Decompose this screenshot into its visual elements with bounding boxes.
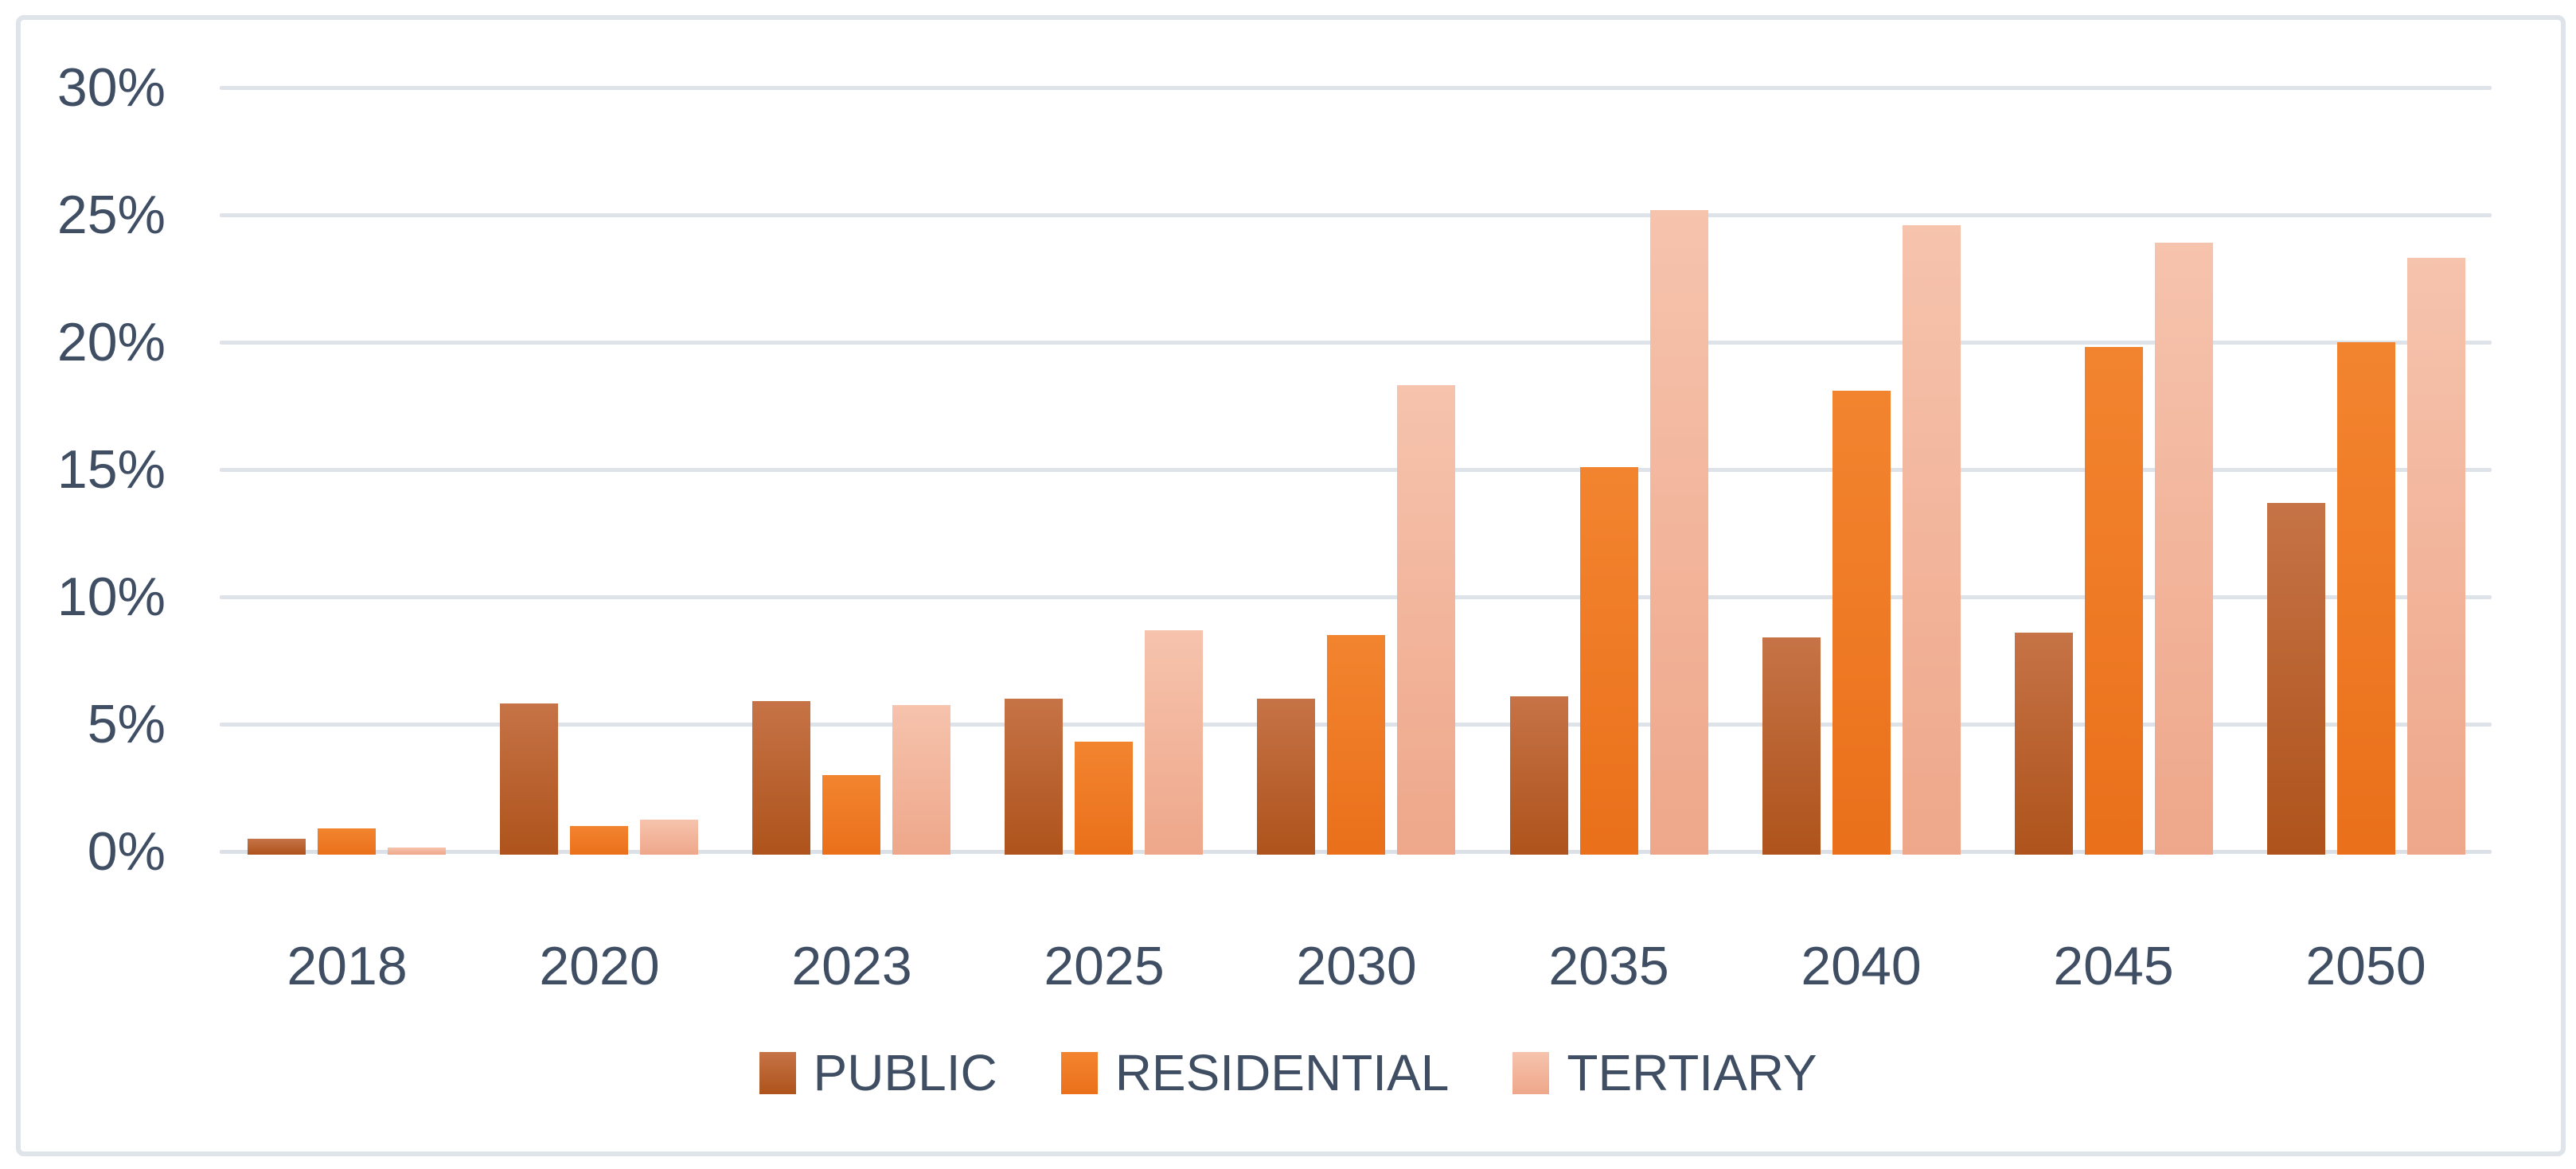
y-axis-label-10%: 10% xyxy=(57,567,166,627)
bar-tertiary-2023 xyxy=(892,705,950,855)
bar-residential-2018 xyxy=(318,828,376,855)
gridline-10% xyxy=(220,595,2492,599)
bar-public-2035 xyxy=(1510,696,1568,855)
bar-public-2045 xyxy=(2015,633,2073,855)
gridline-30% xyxy=(220,86,2492,90)
bar-public-2023 xyxy=(752,701,810,855)
x-axis-label-2040: 2040 xyxy=(1801,936,1922,996)
legend-label-tertiary: TERTIARY xyxy=(1567,1044,1817,1101)
x-axis-label-2045: 2045 xyxy=(2053,936,2174,996)
x-axis-label-2035: 2035 xyxy=(1548,936,1669,996)
bar-tertiary-2025 xyxy=(1145,630,1203,855)
y-axis-label-20%: 20% xyxy=(57,312,166,372)
legend-label-public: PUBLIC xyxy=(813,1044,997,1101)
bar-public-2050 xyxy=(2267,503,2325,855)
bar-tertiary-2040 xyxy=(1903,225,1961,855)
bar-tertiary-2045 xyxy=(2155,243,2213,855)
bar-residential-2025 xyxy=(1075,742,1133,855)
bar-residential-2023 xyxy=(822,775,880,855)
y-axis-label-30%: 30% xyxy=(57,57,166,118)
legend-swatch-residential xyxy=(1060,1051,1098,1094)
legend-label-residential: RESIDENTIAL xyxy=(1114,1044,1450,1101)
bar-public-2040 xyxy=(1762,637,1821,855)
gridline-20% xyxy=(220,341,2492,345)
legend-item-public: PUBLIC xyxy=(759,1047,997,1098)
x-axis-label-2030: 2030 xyxy=(1296,936,1417,996)
gridline-15% xyxy=(220,468,2492,472)
bar-residential-2050 xyxy=(2337,342,2395,855)
bar-tertiary-2020 xyxy=(640,820,698,855)
y-axis-label-15%: 15% xyxy=(57,439,166,500)
legend-swatch-tertiary xyxy=(1512,1051,1550,1094)
bar-residential-2030 xyxy=(1327,635,1385,855)
bar-public-2018 xyxy=(248,839,306,855)
legend-swatch-public xyxy=(759,1051,796,1094)
bar-residential-2045 xyxy=(2085,347,2143,855)
y-axis-label-5%: 5% xyxy=(87,694,166,754)
x-axis-label-2023: 2023 xyxy=(791,936,912,996)
legend-item-tertiary: TERTIARY xyxy=(1512,1047,1817,1098)
legend-item-residential: RESIDENTIAL xyxy=(1060,1044,1450,1101)
gridline-25% xyxy=(220,213,2492,217)
legend: PUBLIC RESIDENTIAL TERTIARY xyxy=(0,1047,2576,1098)
bar-tertiary-2050 xyxy=(2407,258,2465,855)
bar-public-2025 xyxy=(1005,699,1063,855)
bar-residential-2020 xyxy=(570,826,628,855)
x-axis-label-2018: 2018 xyxy=(287,936,408,996)
bar-tertiary-2030 xyxy=(1397,385,1455,855)
y-axis-label-25%: 25% xyxy=(57,185,166,245)
bar-tertiary-2018 xyxy=(388,848,446,855)
bar-residential-2040 xyxy=(1832,391,1891,855)
x-axis-label-2020: 2020 xyxy=(539,936,660,996)
bar-public-2030 xyxy=(1257,699,1315,855)
y-axis-label-0%: 0% xyxy=(87,821,166,882)
x-axis-label-2025: 2025 xyxy=(1044,936,1165,996)
x-axis-label-2050: 2050 xyxy=(2305,936,2426,996)
bar-tertiary-2035 xyxy=(1650,210,1708,855)
bar-public-2020 xyxy=(500,703,558,855)
bar-residential-2035 xyxy=(1580,467,1638,855)
